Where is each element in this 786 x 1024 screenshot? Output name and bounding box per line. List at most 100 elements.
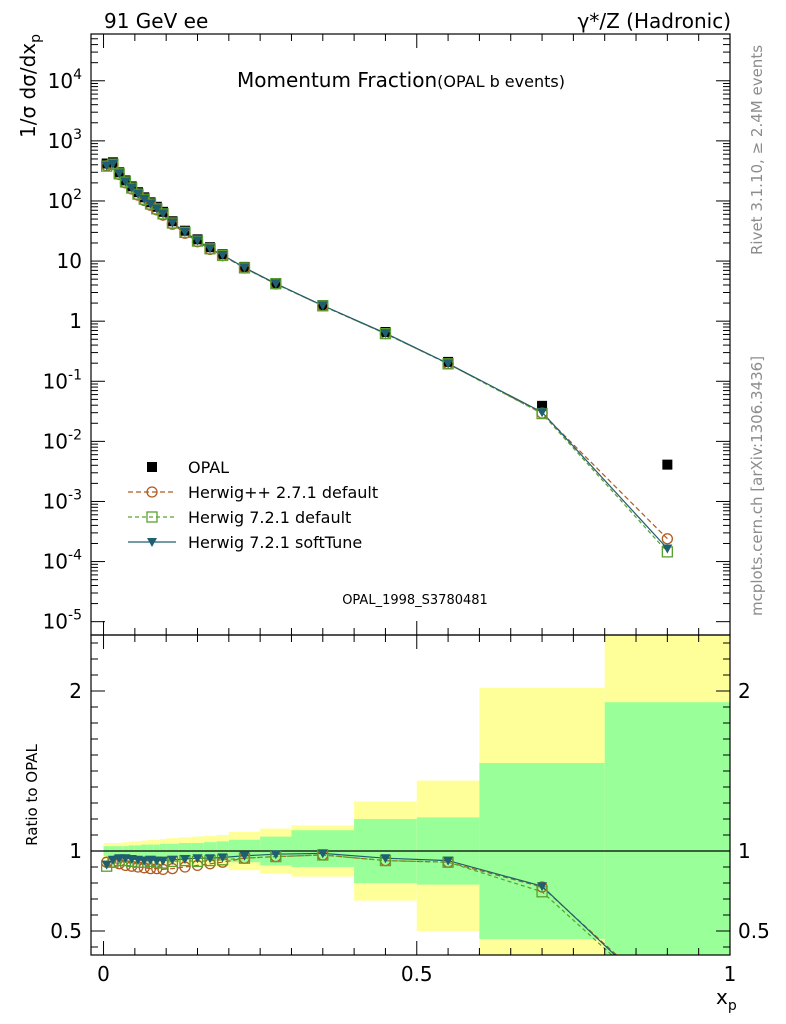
ratio-marker-triangle [114,854,125,864]
ratio-y-tick-label-right: 1 [738,839,751,863]
ratio-marker-triangle [205,854,216,864]
axis-ticks [91,34,731,955]
y-tick-label: 104 [48,67,82,93]
y-tick-label: 10-1 [43,367,82,393]
main-marker-square [238,262,251,274]
analysis-watermark: OPAL_1998_S3780481 [342,593,488,608]
y-tick-label: 10 [57,249,82,273]
main-marker-square [119,176,132,188]
main-marker-triangle [139,194,150,204]
main-chart-title: Momentum Fraction(OPAL b events) [237,68,565,92]
legend: OPAL Herwig++ 2.7.1 default Herwig 7.2.1 d… [128,458,378,552]
ratio-marker-triangle [270,850,281,860]
uncertainty-bands [103,635,730,955]
main-marker-square [442,358,454,370]
main-marker-triangle [662,544,673,554]
ratio-y-tick-label-left: 2 [69,679,82,703]
main-marker-square [157,208,169,220]
x-axis-label: xp [716,985,737,1014]
ratio-marker-circle [662,996,672,1006]
ratio-marker-triangle [317,849,328,859]
main-marker-triangle [270,279,281,289]
main-marker-square [191,235,204,247]
ratio-marker-triangle [380,854,391,864]
main-marker-triangle [107,159,118,169]
main-marker-triangle [101,161,112,171]
main-marker-triangle [120,177,131,187]
main-marker-square [379,327,392,340]
ratio-marker-triangle [443,856,454,866]
legend-label: Herwig 7.2.1 softTune [188,533,362,552]
ratio-y-tick-label-left: 1 [69,839,82,863]
main-chart-subtitle: (OPAL b events) [437,72,565,91]
legend-label: Herwig++ 2.7.1 default [188,483,378,502]
ratio-y-tick-label-left: 0.5 [50,919,82,943]
y-tick-label: 103 [48,127,82,153]
main-marker-data [662,459,673,470]
main-marker-triangle [151,204,162,214]
main-markers [101,157,674,558]
ratio-marker-triangle [662,1001,672,1010]
x-tick-label: 1 [724,962,737,986]
y-tick-label: 10-3 [43,487,82,513]
ratio-marker-triangle [537,882,548,892]
main-marker-square [216,249,229,262]
main-marker-data [537,400,548,411]
header-right: γ*/Z (Hadronic) [578,9,731,33]
main-marker-triangle [537,408,548,418]
legend-marker [146,486,158,498]
main-marker-square [113,168,125,180]
y-tick-label: 1 [69,309,82,333]
ratio-y-tick-label-right: 2 [738,679,751,703]
ratio-marker-triangle [107,855,118,865]
main-marker-triangle [192,236,203,246]
y-tick-label: 10-2 [43,427,82,453]
main-marker-triangle [114,169,125,179]
ratio-marker-triangle [179,855,190,864]
main-marker-triangle [132,189,143,199]
y-axis-label-ratio: Ratio to OPAL [23,744,41,846]
main-marker-triangle [179,227,190,237]
main-marker-triangle [217,251,228,261]
ratio-y-tick-label-right: 0.5 [738,919,770,943]
ratio-plot-frame [90,634,731,956]
green-band-bin [291,830,355,867]
y-tick-label: 10-5 [43,608,82,634]
ratio-line-triangle [106,852,616,955]
main-marker-circle [661,533,674,545]
main-marker-triangle [205,244,216,254]
y-tick-label: 102 [48,187,82,213]
ratio-marker-triangle [239,851,250,861]
ratio-marker-square [662,1000,672,1010]
header-left: 91 GeV ee [104,9,208,33]
mcplots-label: mcplots.cern.ch [arXiv:1306.3436] [748,356,766,616]
main-marker-square [179,226,191,239]
main-marker-triangle [443,359,454,369]
x-tick-label: 0.5 [401,962,433,986]
main-marker-triangle [167,218,178,228]
y-tick-label: 10-4 [43,548,83,574]
rivet-version-label: Rivet 3.1.10, ≥ 2.4M events [748,45,766,255]
legend-marker [147,462,157,472]
ratio-markers [101,849,672,1010]
main-marker-triangle [158,209,169,219]
ratio-marker-triangle [139,856,150,866]
main-marker-triangle [145,199,156,209]
main-marker-square [204,243,216,255]
legend-label: Herwig 7.2.1 default [188,508,351,527]
legend-label: OPAL [188,458,229,477]
legend-marker [147,538,157,547]
green-band-bin [604,702,730,955]
ratio-marker-triangle [101,860,112,870]
main-plot-frame [90,33,731,636]
main-marker-square [270,278,282,290]
x-tick-label: 0 [97,962,110,986]
ratio-marker-triangle [158,856,169,866]
main-chart-title-text: Momentum Fraction [237,68,437,92]
main-marker-square [317,300,329,312]
legend-marker [146,511,158,523]
ratio-marker-triangle [151,856,162,866]
ratio-marker-triangle [192,854,203,864]
